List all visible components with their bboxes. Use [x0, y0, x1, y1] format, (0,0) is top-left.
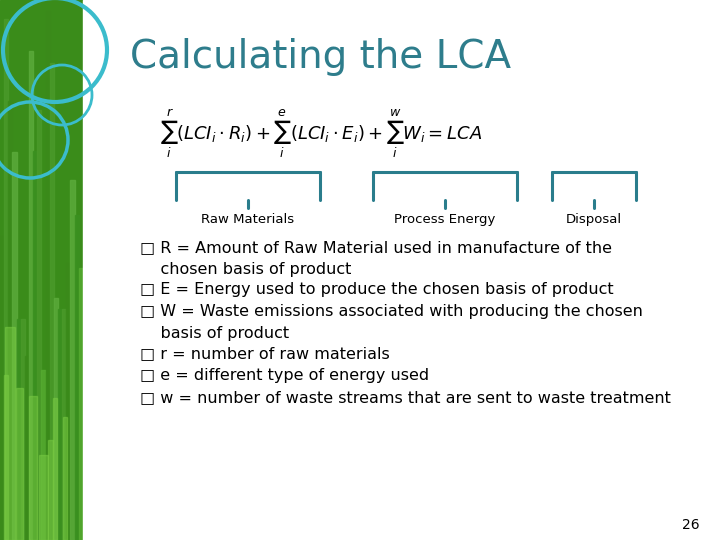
Text: □ r = number of raw materials: □ r = number of raw materials	[140, 346, 390, 361]
Bar	[24, 356, 29, 540]
Bar	[16, 388, 23, 540]
Bar	[21, 319, 24, 540]
Bar	[42, 370, 45, 540]
Text: Disposal: Disposal	[566, 213, 622, 226]
Text: □ E = Energy used to produce the chosen basis of product: □ E = Energy used to produce the chosen …	[140, 282, 613, 297]
Bar	[37, 110, 42, 540]
Bar	[53, 399, 57, 540]
Bar	[0, 237, 4, 540]
Text: □ R = Amount of Raw Material used in manufacture of the: □ R = Amount of Raw Material used in man…	[140, 240, 612, 255]
Bar	[66, 263, 71, 540]
Bar	[75, 215, 78, 540]
Bar	[78, 268, 83, 540]
Text: Raw Materials: Raw Materials	[202, 213, 294, 226]
Bar	[9, 102, 12, 540]
Text: 26: 26	[683, 518, 700, 532]
Bar	[4, 375, 8, 540]
Bar	[62, 309, 66, 540]
Bar	[4, 18, 9, 540]
Bar	[58, 309, 62, 540]
Bar	[50, 63, 54, 540]
Text: Process Energy: Process Energy	[395, 213, 495, 226]
Bar	[48, 441, 53, 540]
Bar	[45, 11, 50, 540]
Bar	[33, 151, 37, 540]
Text: □ w = number of waste streams that are sent to waste treatment: □ w = number of waste streams that are s…	[140, 390, 671, 405]
Bar	[63, 417, 66, 540]
Bar	[5, 327, 15, 540]
Bar	[29, 396, 37, 540]
Bar	[83, 0, 720, 540]
Text: □ e = different type of energy used: □ e = different type of energy used	[140, 368, 429, 383]
Bar	[71, 180, 75, 540]
Bar	[39, 455, 48, 540]
Text: chosen basis of product: chosen basis of product	[140, 262, 351, 277]
Bar	[0, 0, 83, 540]
Text: basis of product: basis of product	[140, 326, 289, 341]
Bar	[29, 51, 33, 540]
Bar	[54, 298, 58, 540]
Text: Calculating the LCA: Calculating the LCA	[130, 38, 511, 76]
Text: $\sum_{i}^{r}(LCI_i \cdot R_i) + \sum_{i}^{e}(LCI_i \cdot E_i) + \sum_{i}^{w}W_i: $\sum_{i}^{r}(LCI_i \cdot R_i) + \sum_{i…	[160, 108, 482, 160]
Bar	[17, 319, 21, 540]
Bar	[12, 152, 17, 540]
Text: □ W = Waste emissions associated with producing the chosen: □ W = Waste emissions associated with pr…	[140, 304, 643, 319]
